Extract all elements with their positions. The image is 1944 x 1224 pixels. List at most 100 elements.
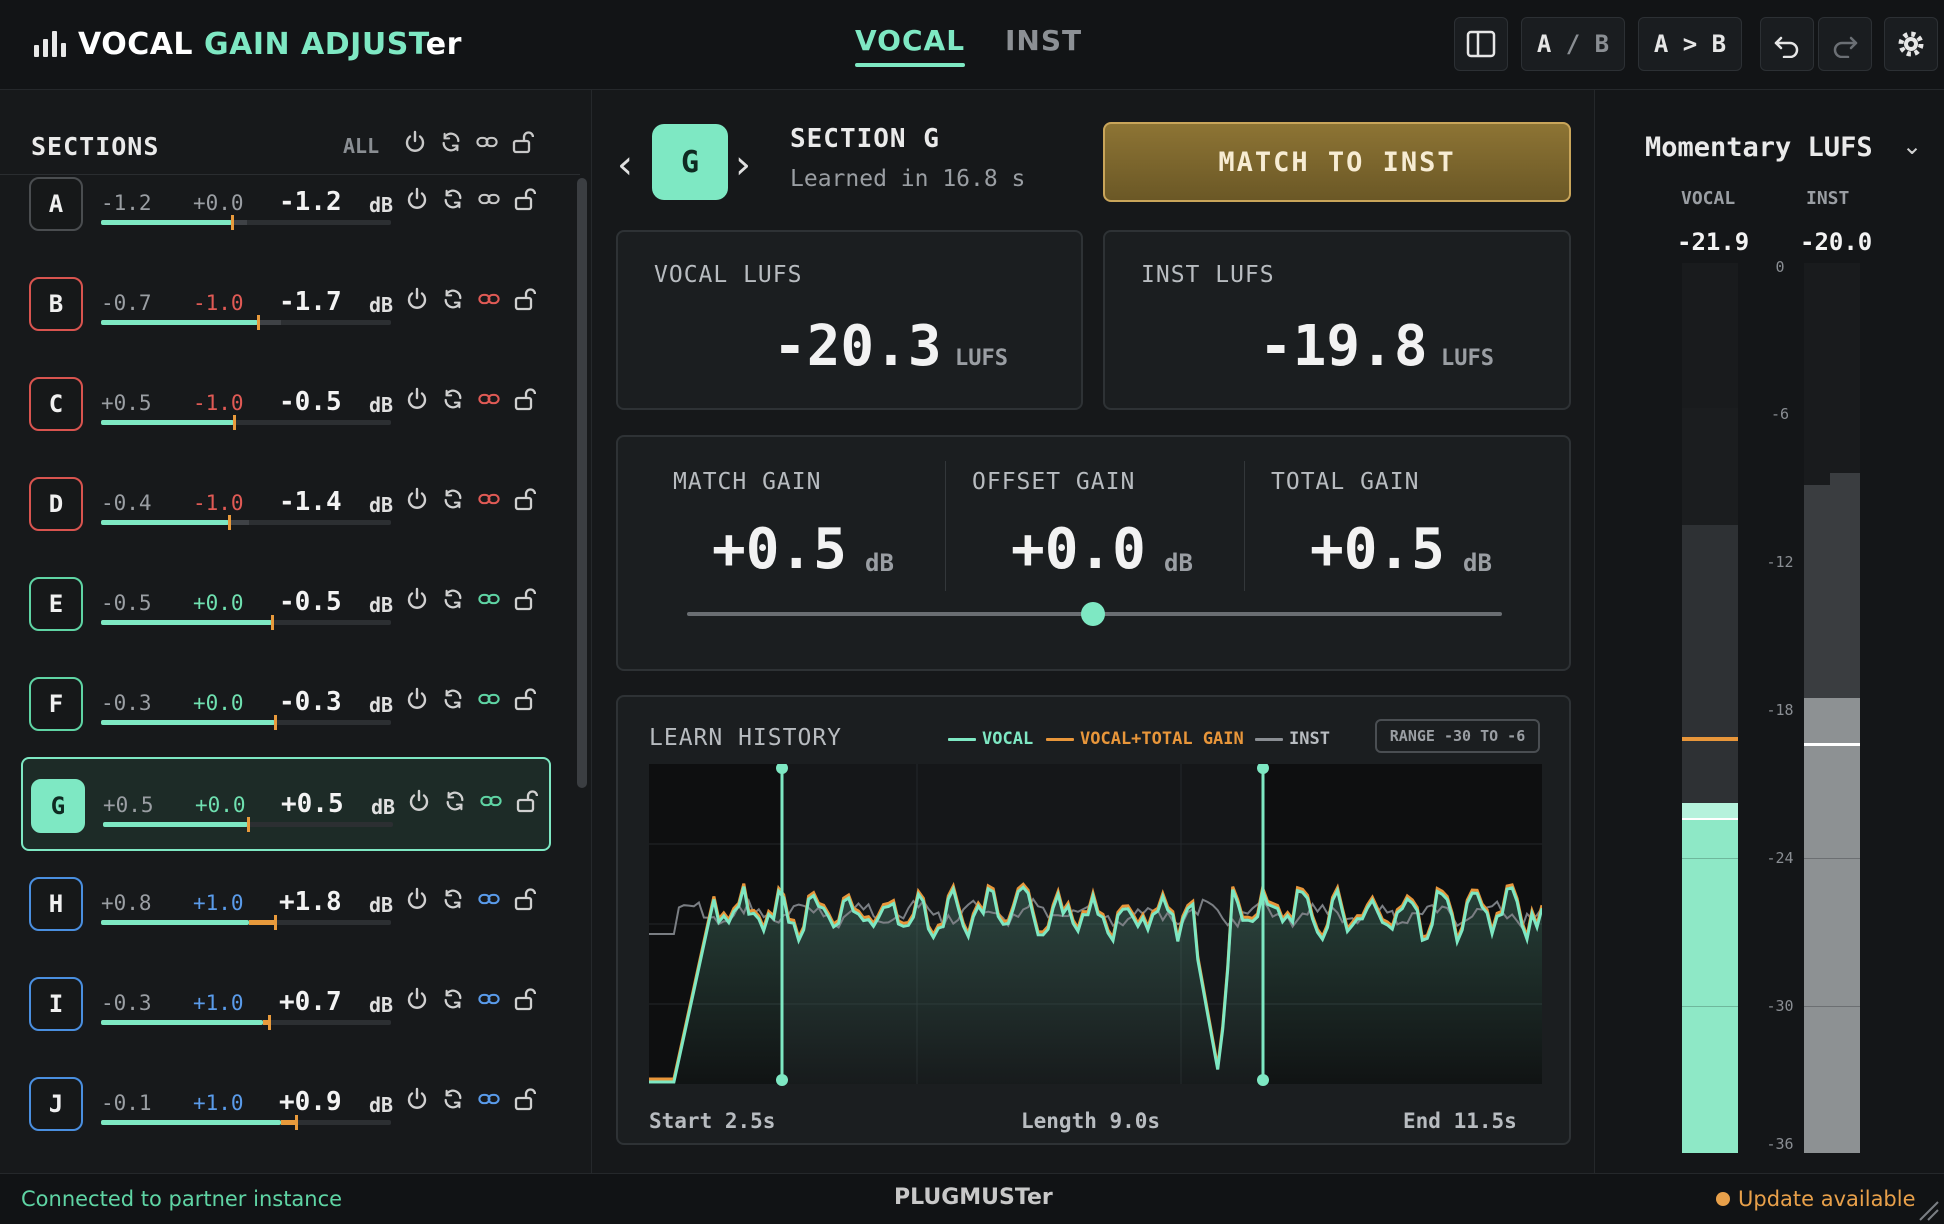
resize-grip-icon[interactable] — [1916, 1198, 1940, 1222]
section-badge[interactable]: H — [29, 877, 83, 931]
section-badge[interactable]: C — [29, 377, 83, 431]
settings-button[interactable] — [1884, 17, 1938, 71]
start-handle[interactable] — [776, 764, 788, 1086]
sections-scrollbar[interactable] — [577, 178, 587, 788]
section-total-gain: -0.3 — [279, 687, 342, 717]
section-offset-gain[interactable]: +0.0 — [193, 591, 244, 615]
section-badge[interactable]: D — [29, 477, 83, 531]
unlock-icon[interactable] — [514, 287, 536, 311]
section-offset-gain[interactable]: +1.0 — [193, 1091, 244, 1115]
section-offset-gain[interactable]: -1.0 — [193, 391, 244, 415]
section-badge[interactable]: G — [31, 779, 85, 833]
relearn-icon[interactable] — [442, 1087, 464, 1111]
sections-header-actions — [404, 130, 534, 154]
section-offset-gain[interactable]: -1.0 — [193, 291, 244, 315]
section-offset-gain[interactable]: +1.0 — [193, 991, 244, 1015]
ab-a-label: A — [1536, 30, 1552, 58]
match-to-inst-button[interactable]: MATCH TO INST — [1103, 122, 1571, 202]
relearn-icon[interactable] — [442, 987, 464, 1011]
chevron-down-icon[interactable]: ⌄ — [1902, 132, 1923, 160]
section-row-c[interactable]: C +0.5 -1.0 -0.5 dB — [21, 357, 551, 451]
learn-history-plot[interactable] — [649, 764, 1542, 1099]
link-icon[interactable] — [478, 687, 500, 711]
power-icon[interactable] — [406, 887, 428, 911]
undo-button[interactable] — [1760, 17, 1814, 71]
relearn-icon[interactable] — [442, 587, 464, 611]
end-handle[interactable] — [1257, 764, 1269, 1086]
power-icon[interactable] — [406, 187, 428, 211]
next-section-chevron-icon[interactable]: › — [735, 142, 751, 188]
power-icon[interactable] — [406, 587, 428, 611]
unlock-icon[interactable] — [514, 887, 536, 911]
redo-button[interactable] — [1818, 17, 1872, 71]
unlock-icon[interactable] — [514, 487, 536, 511]
section-row-b[interactable]: B -0.7 -1.0 -1.7 dB — [21, 257, 551, 351]
unlock-icon[interactable] — [514, 587, 536, 611]
section-row-g[interactable]: G +0.5 +0.0 +0.5 dB — [21, 757, 551, 851]
unlock-icon[interactable] — [514, 987, 536, 1011]
section-offset-gain[interactable]: +0.0 — [193, 191, 244, 215]
link-icon[interactable] — [478, 987, 500, 1011]
range-badge[interactable]: RANGE -30 TO -6 — [1375, 719, 1540, 753]
link-icon[interactable] — [478, 487, 500, 511]
ab-compare-button[interactable]: A / B — [1521, 17, 1625, 71]
section-badge[interactable]: A — [29, 177, 83, 231]
relearn-icon[interactable] — [442, 187, 464, 211]
relearn-icon[interactable] — [444, 789, 466, 813]
unlock-all-icon[interactable] — [512, 130, 534, 154]
section-row-j[interactable]: J -0.1 +1.0 +0.9 dB — [21, 1057, 551, 1151]
link-icon[interactable] — [478, 887, 500, 911]
power-icon[interactable] — [406, 387, 428, 411]
power-icon[interactable] — [408, 789, 430, 813]
power-icon[interactable] — [406, 1087, 428, 1111]
unlock-icon[interactable] — [516, 789, 538, 813]
tab-vocal[interactable]: VOCAL — [855, 24, 966, 67]
unlock-icon[interactable] — [514, 1087, 536, 1111]
relearn-icon[interactable] — [442, 487, 464, 511]
section-badge[interactable]: B — [29, 277, 83, 331]
section-offset-gain[interactable]: +0.0 — [193, 691, 244, 715]
power-icon[interactable] — [406, 987, 428, 1011]
power-icon[interactable] — [406, 687, 428, 711]
power-icon[interactable] — [406, 287, 428, 311]
section-badge[interactable]: J — [29, 1077, 83, 1131]
section-badge[interactable]: E — [29, 577, 83, 631]
section-row-a[interactable]: A -1.2 +0.0 -1.2 dB — [21, 157, 551, 251]
relearn-icon[interactable] — [442, 387, 464, 411]
tab-inst[interactable]: INST — [1005, 24, 1083, 57]
link-icon[interactable] — [480, 789, 502, 813]
link-icon[interactable] — [478, 587, 500, 611]
section-row-i[interactable]: I -0.3 +1.0 +0.7 dB — [21, 957, 551, 1051]
section-row-h[interactable]: H +0.8 +1.0 +1.8 dB — [21, 857, 551, 951]
link-icon[interactable] — [478, 1087, 500, 1111]
prev-section-chevron-icon[interactable]: ‹ — [617, 142, 633, 188]
meter-mode-select[interactable]: Momentary LUFS — [1645, 132, 1873, 163]
split-panel-button[interactable] — [1454, 17, 1508, 71]
section-gain-unit: dB — [369, 893, 394, 917]
section-badge[interactable]: I — [29, 977, 83, 1031]
relearn-icon[interactable] — [442, 687, 464, 711]
relearn-icon[interactable] — [442, 287, 464, 311]
link-icon[interactable] — [478, 287, 500, 311]
section-badge[interactable]: F — [29, 677, 83, 731]
link-icon[interactable] — [478, 187, 500, 211]
link-icon[interactable] — [478, 387, 500, 411]
update-available-link[interactable]: Update available — [1716, 1187, 1916, 1211]
section-offset-gain[interactable]: +1.0 — [193, 891, 244, 915]
section-offset-gain[interactable]: +0.0 — [195, 793, 246, 817]
power-icon[interactable] — [406, 487, 428, 511]
unlock-icon[interactable] — [514, 187, 536, 211]
unlock-icon[interactable] — [514, 687, 536, 711]
link-all-icon[interactable] — [476, 130, 498, 154]
section-row-e[interactable]: E -0.5 +0.0 -0.5 dB — [21, 557, 551, 651]
section-offset-gain[interactable]: -1.0 — [193, 491, 244, 515]
offset-gain-slider-thumb[interactable] — [1081, 602, 1105, 626]
relearn-all-icon[interactable] — [440, 130, 462, 154]
section-row-f[interactable]: F -0.3 +0.0 -0.3 dB — [21, 657, 551, 751]
section-row-d[interactable]: D -0.4 -1.0 -1.4 dB — [21, 457, 551, 551]
relearn-icon[interactable] — [442, 887, 464, 911]
power-all-icon[interactable] — [404, 130, 426, 154]
sections-all-label[interactable]: ALL — [343, 134, 380, 158]
copy-a-to-b-button[interactable]: A > B — [1638, 17, 1742, 71]
unlock-icon[interactable] — [514, 387, 536, 411]
